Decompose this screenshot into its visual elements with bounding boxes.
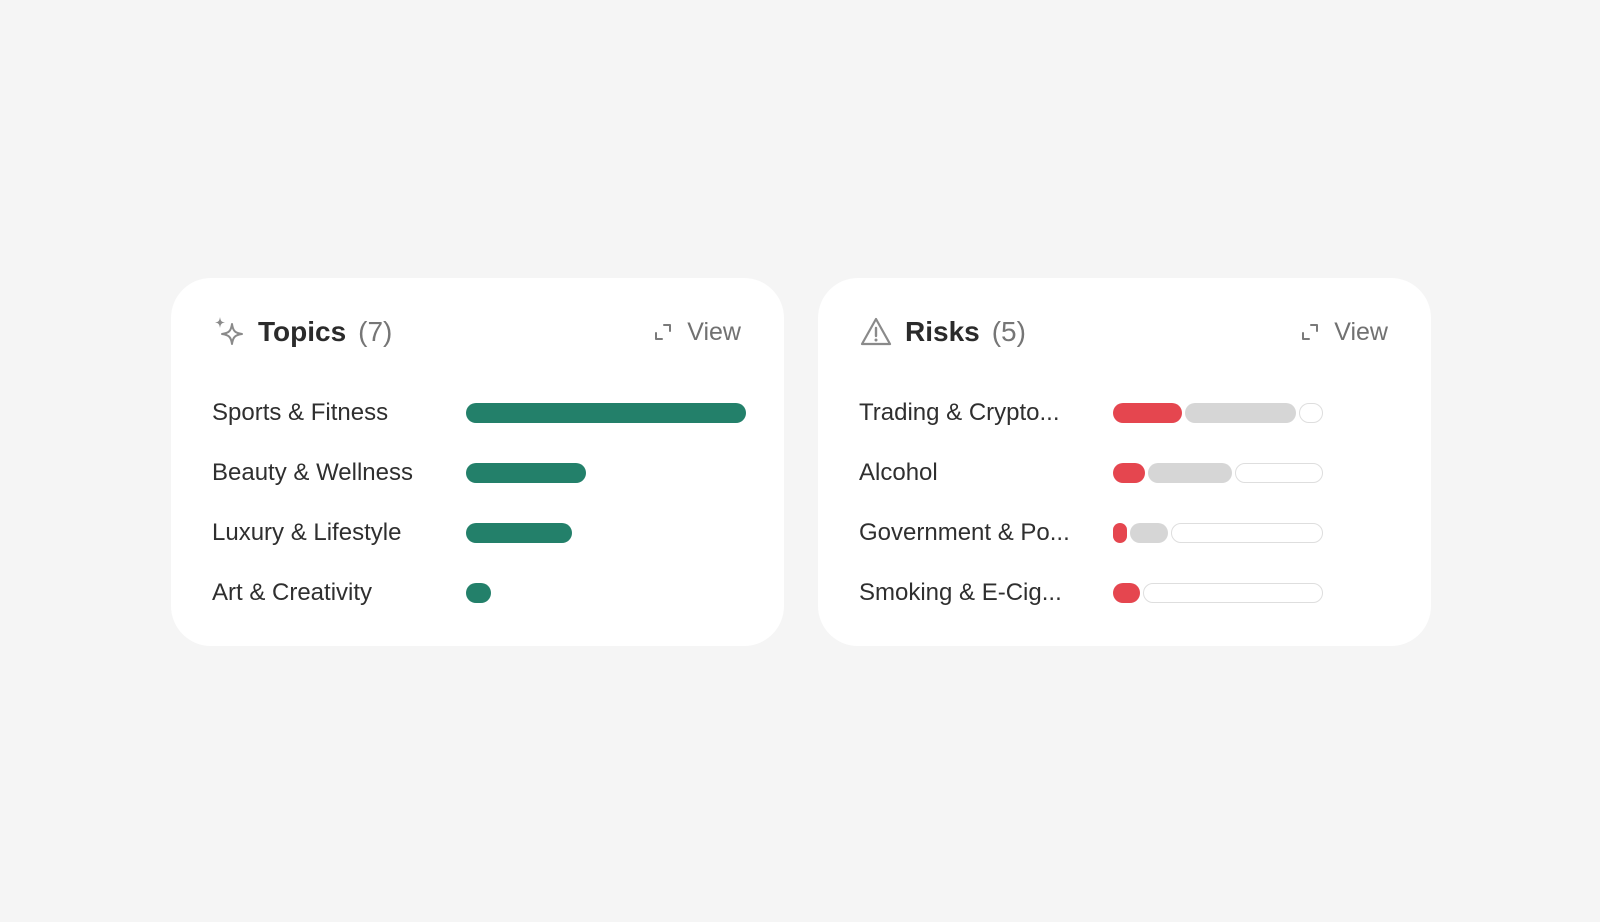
topics-view-label: View xyxy=(687,317,741,346)
risk-empty-segment xyxy=(1143,583,1323,603)
topic-row[interactable]: Beauty & Wellness xyxy=(212,443,744,503)
expand-icon xyxy=(1300,322,1320,342)
topic-row[interactable]: Sports & Fitness xyxy=(212,383,746,443)
topic-label: Beauty & Wellness xyxy=(212,459,413,486)
risk-row[interactable]: Alcohol xyxy=(859,443,1391,503)
risk-label: Government & Po... xyxy=(859,519,1070,546)
risk-bar xyxy=(1113,463,1323,483)
risk-medium-segment xyxy=(1185,403,1296,423)
sparkles-icon xyxy=(212,315,246,349)
topics-list: Sports & Fitness Beauty & Wellness Luxur… xyxy=(212,383,746,623)
topics-title: Topics xyxy=(258,316,347,347)
topic-bar xyxy=(466,523,572,543)
risk-row[interactable]: Government & Po... xyxy=(859,503,1391,563)
risk-label: Alcohol xyxy=(859,459,938,486)
risk-empty-segment xyxy=(1235,463,1323,483)
topic-label: Sports & Fitness xyxy=(212,399,389,426)
topic-row[interactable]: Art & Creativity xyxy=(212,563,744,623)
warning-triangle-icon xyxy=(859,315,893,349)
risk-label: Smoking & E-Cig... xyxy=(859,579,1062,606)
topic-row[interactable]: Luxury & Lifestyle xyxy=(212,503,744,563)
topic-bar xyxy=(466,403,746,423)
topics-count: (7) xyxy=(358,316,393,347)
risks-header: Risks (5) View xyxy=(859,308,1388,356)
topic-bar xyxy=(466,583,491,603)
risk-high-segment xyxy=(1113,463,1145,483)
risk-row[interactable]: Smoking & E-Cig... xyxy=(859,563,1391,623)
risk-bar xyxy=(1113,583,1323,603)
risk-medium-segment xyxy=(1148,463,1232,483)
risk-medium-segment xyxy=(1130,523,1168,543)
risks-card: Risks (5) View Trading & Crypto... Alcoh… xyxy=(818,278,1431,646)
risk-bar xyxy=(1113,403,1323,423)
risk-empty-segment xyxy=(1299,403,1323,423)
topic-label: Art & Creativity xyxy=(212,579,373,606)
risks-title: Risks xyxy=(905,316,980,347)
topic-bar xyxy=(466,463,586,483)
risk-empty-segment xyxy=(1171,523,1323,543)
risks-view-label: View xyxy=(1334,317,1388,346)
risks-view-button[interactable]: View xyxy=(1300,318,1388,347)
risk-high-segment xyxy=(1113,523,1127,543)
risk-bar xyxy=(1113,523,1323,543)
topics-view-button[interactable]: View xyxy=(653,318,741,347)
risk-high-segment xyxy=(1113,583,1140,603)
topics-card: Topics (7) View Sports & Fitness Beauty … xyxy=(171,278,784,646)
risk-label: Trading & Crypto... xyxy=(859,399,1060,426)
risk-row[interactable]: Trading & Crypto... xyxy=(859,383,1391,443)
expand-icon xyxy=(653,322,673,342)
risks-count: (5) xyxy=(991,316,1026,347)
risks-list: Trading & Crypto... Alcohol Government &… xyxy=(859,383,1391,623)
risk-high-segment xyxy=(1113,403,1182,423)
topic-label: Luxury & Lifestyle xyxy=(212,519,402,546)
topics-header: Topics (7) View xyxy=(212,308,741,356)
